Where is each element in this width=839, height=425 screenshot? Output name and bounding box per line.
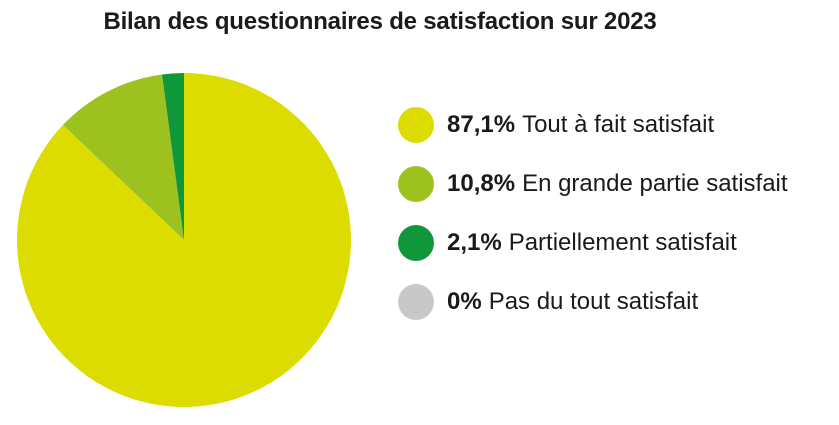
legend-swatch-partiellement-satisfait <box>398 225 434 261</box>
pie-slice-tout-a-fait-satisfait <box>16 73 351 407</box>
legend-label-pas-du-tout-satisfait: Pas du tout satisfait <box>488 288 699 315</box>
legend-swatch-en-grande-partie-satisfait <box>398 166 434 202</box>
legend-label-partiellement-satisfait: Partiellement satisfait <box>508 229 737 256</box>
legend-item-en-grande-partie-satisfait: 10,8% En grande partie satisfait <box>398 165 788 203</box>
legend-swatch-tout-a-fait-satisfait <box>398 107 434 143</box>
chart-title: Bilan des questionnaires de satisfaction… <box>103 8 657 35</box>
pie-slices-group <box>16 73 351 407</box>
legend-item-partiellement-satisfait: 2,1% Partiellement satisfait <box>398 224 788 262</box>
pie-slice-en-grande-partie-satisfait <box>62 74 185 240</box>
legend-label-en-grande-partie-satisfait: En grande partie satisfait <box>522 170 788 197</box>
legend: 87,1% Tout à fait satisfait 10,8% En gra… <box>398 106 788 342</box>
legend-value-pas-du-tout-satisfait: 0% <box>447 288 482 315</box>
legend-value-en-grande-partie-satisfait: 10,8% <box>447 170 516 197</box>
legend-value-partiellement-satisfait: 2,1% <box>447 229 502 256</box>
pie-slice-partiellement-satisfait <box>162 73 184 240</box>
legend-value-tout-a-fait-satisfait: 87,1% <box>447 111 516 138</box>
legend-swatch-pas-du-tout-satisfait <box>398 284 434 320</box>
legend-item-tout-a-fait-satisfait: 87,1% Tout à fait satisfait <box>398 106 788 144</box>
legend-item-pas-du-tout-satisfait: 0% Pas du tout satisfait <box>398 283 788 321</box>
legend-label-tout-a-fait-satisfait: Tout à fait satisfait <box>522 111 715 138</box>
